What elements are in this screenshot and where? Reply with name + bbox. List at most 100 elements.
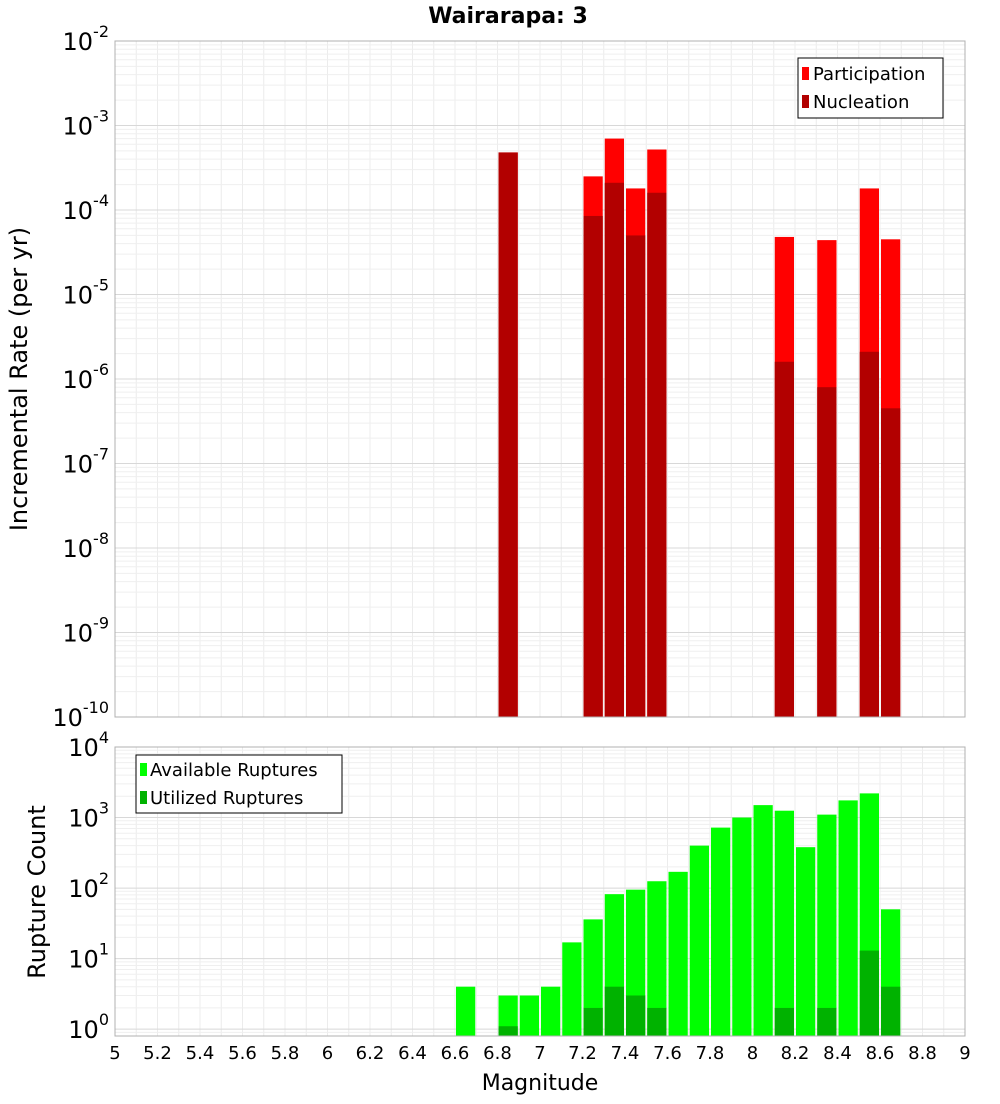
x-tick-label: 5.2 [143, 1043, 172, 1064]
y-tick-base: 10 [63, 535, 94, 563]
bar-utilized-ruptures [498, 1026, 518, 1036]
top-legend: Participation Nucleation [797, 57, 944, 119]
y-tick-exponent: -6 [93, 360, 109, 379]
x-tick-label: 6.4 [398, 1043, 427, 1064]
y-tick-label: 103 [68, 799, 109, 833]
x-tick-label: 9 [959, 1043, 970, 1064]
y-tick-label: 10-4 [63, 191, 110, 225]
x-tick-label: 5.4 [186, 1043, 215, 1064]
bar-available-ruptures [541, 986, 561, 1036]
y-tick-label: 10-5 [63, 276, 110, 310]
bar-utilized-ruptures [859, 950, 879, 1036]
y-tick-exponent: -9 [93, 614, 109, 633]
y-tick-base: 10 [68, 734, 99, 762]
chart-title: Wairarapa: 3 [428, 4, 588, 29]
x-tick-label: 7.2 [568, 1043, 597, 1064]
y-tick-base: 10 [63, 282, 94, 310]
y-tick-base: 10 [68, 875, 99, 903]
bar-utilized-ruptures [881, 986, 901, 1036]
legend-label-utilized-ruptures: Utilized Ruptures [150, 788, 303, 809]
y-tick-exponent: 1 [99, 940, 109, 959]
y-tick-exponent: -7 [93, 445, 109, 464]
bar-available-ruptures [817, 814, 837, 1036]
x-tick-label: 7.6 [653, 1043, 682, 1064]
x-tick-label: 8.2 [781, 1043, 810, 1064]
bar-utilized-ruptures [817, 1007, 837, 1036]
x-tick-label: 7.8 [696, 1043, 725, 1064]
x-tick-label: 6.2 [356, 1043, 385, 1064]
legend-label-nucleation: Nucleation [813, 92, 909, 113]
bar-available-ruptures [647, 881, 667, 1036]
y-tick-base: 10 [63, 113, 94, 141]
x-tick-label: 8.4 [823, 1043, 852, 1064]
y-tick-exponent: -2 [93, 22, 109, 41]
bottom-legend: Available Ruptures Utilized Ruptures [135, 754, 343, 814]
y-tick-base: 10 [63, 197, 94, 225]
y-tick-exponent: -10 [83, 698, 109, 717]
y-tick-label: 10-8 [63, 529, 110, 563]
legend-swatch-nucleation [802, 95, 809, 108]
y-tick-base: 10 [68, 1016, 99, 1044]
legend-swatch-participation [802, 67, 809, 80]
bar-nucleation [498, 152, 518, 717]
y-tick-label: 100 [68, 1010, 109, 1044]
bar-available-ruptures [583, 919, 603, 1036]
top-y-axis-label: Incremental Rate (per yr) [5, 227, 33, 531]
y-tick-exponent: 4 [99, 728, 109, 747]
bar-available-ruptures [753, 805, 773, 1036]
bar-nucleation [817, 387, 837, 717]
bar-available-ruptures [796, 847, 816, 1036]
legend-swatch-utilized-ruptures [140, 791, 147, 804]
y-tick-exponent: -4 [93, 191, 109, 210]
bar-nucleation [774, 361, 794, 717]
legend-swatch-available-ruptures [140, 763, 147, 776]
bar-nucleation [604, 182, 624, 718]
bar-available-ruptures [711, 827, 731, 1036]
x-axis-label: Magnitude [482, 1071, 599, 1096]
y-tick-base: 10 [63, 366, 94, 394]
x-tick-label: 6.8 [483, 1043, 512, 1064]
bar-available-ruptures [562, 942, 582, 1036]
y-tick-label: 10-3 [63, 107, 110, 141]
bar-available-ruptures [689, 845, 709, 1036]
y-tick-base: 10 [52, 704, 83, 732]
bar-available-ruptures [498, 995, 518, 1036]
bar-nucleation [859, 351, 879, 717]
bottom-x-tick-labels: 5 5.2 5.4 5.6 5.8 6 6.2 6.4 6.6 6.8 7 7.2 7.4 7.6 7.8 8… [109, 1043, 970, 1064]
bar-nucleation [881, 408, 901, 717]
x-tick-label: 8.6 [866, 1043, 895, 1064]
top-legend-box [797, 57, 944, 119]
bottom-plot-frame [114, 746, 966, 1037]
bar-available-ruptures [519, 995, 539, 1036]
x-tick-label: 7 [534, 1043, 545, 1064]
y-tick-exponent: -3 [93, 107, 109, 126]
top-grid [114, 40, 966, 718]
x-tick-label: 5.8 [271, 1043, 300, 1064]
x-tick-label: 7.4 [611, 1043, 640, 1064]
bar-available-ruptures [774, 810, 794, 1036]
y-tick-label: 10-9 [63, 614, 110, 648]
bar-available-ruptures [838, 800, 858, 1036]
y-tick-label: 102 [68, 869, 109, 903]
x-tick-label: 8 [747, 1043, 758, 1064]
y-tick-label: 104 [68, 728, 109, 762]
bar-utilized-ruptures [583, 1007, 603, 1036]
bar-available-ruptures [456, 986, 476, 1036]
bar-available-ruptures [668, 871, 688, 1036]
bar-available-ruptures [732, 817, 752, 1036]
y-tick-exponent: 2 [99, 869, 109, 888]
x-tick-label: 6.6 [441, 1043, 470, 1064]
y-tick-base: 10 [68, 805, 99, 833]
top-plot-frame [114, 40, 966, 718]
y-tick-exponent: 3 [99, 799, 109, 818]
y-tick-label: 10-2 [63, 22, 110, 56]
legend-label-participation: Participation [813, 64, 925, 85]
bar-utilized-ruptures [604, 986, 624, 1036]
legend-label-available-ruptures: Available Ruptures [150, 760, 318, 781]
y-tick-exponent: -8 [93, 529, 109, 548]
bar-utilized-ruptures [647, 1007, 667, 1036]
bar-utilized-ruptures [774, 1007, 794, 1036]
